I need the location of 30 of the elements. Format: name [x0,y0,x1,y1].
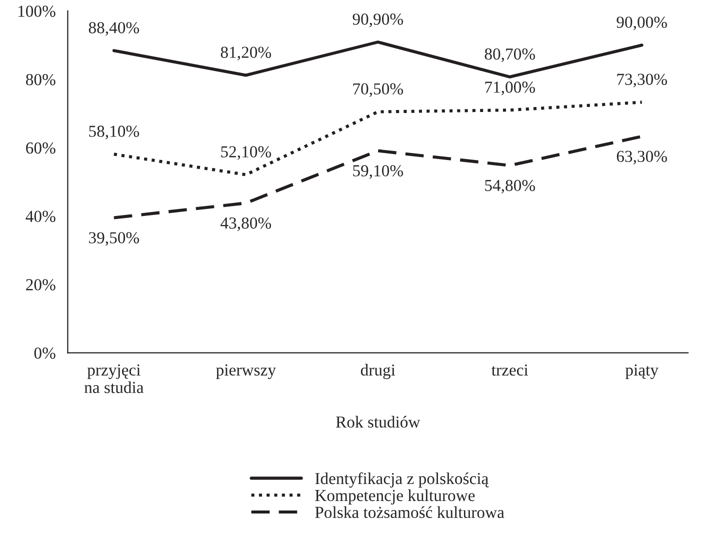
y-tick-label: 100% [18,6,56,17]
y-tick-label: 60% [26,142,56,154]
legend-label: Identyfikacja z polskością [315,472,489,488]
x-tick-label: trzeci [492,364,528,376]
x-tick-label: pierwszy [216,364,276,380]
data-label: 39,50% [89,232,140,246]
data-label: 80,70% [484,48,535,62]
data-label: 88,40% [88,22,140,36]
data-label: 58,10% [89,126,140,140]
data-label: 90,90% [352,14,404,28]
data-label: 63,30% [616,150,667,164]
data-label: 73,30% [617,74,667,88]
legend-label: Polska tożsamość kulturowa [315,506,504,518]
data-label: 52,10% [221,146,272,160]
y-tick-label: 40% [26,210,56,222]
x-axis-title: Rok studiów [336,416,420,428]
data-label: 90,00% [616,16,667,30]
y-tick-label: 80% [26,74,56,86]
data-label: 71,00% [485,82,535,96]
data-label: 54,80% [485,180,535,194]
legend-label: Kompetencje kulturowe [315,489,475,505]
x-tick-label: przyjęci na studia [84,364,144,394]
data-label: 43,80% [220,217,272,232]
x-tick-label: piąty [625,364,658,380]
y-tick-label: 20% [26,279,56,290]
y-tick-label: 0% [34,348,56,359]
data-label: 81,20% [220,46,272,60]
data-label: 59,10% [353,165,404,179]
x-tick-label: drugi [360,364,396,380]
data-label: 70,50% [353,83,404,97]
